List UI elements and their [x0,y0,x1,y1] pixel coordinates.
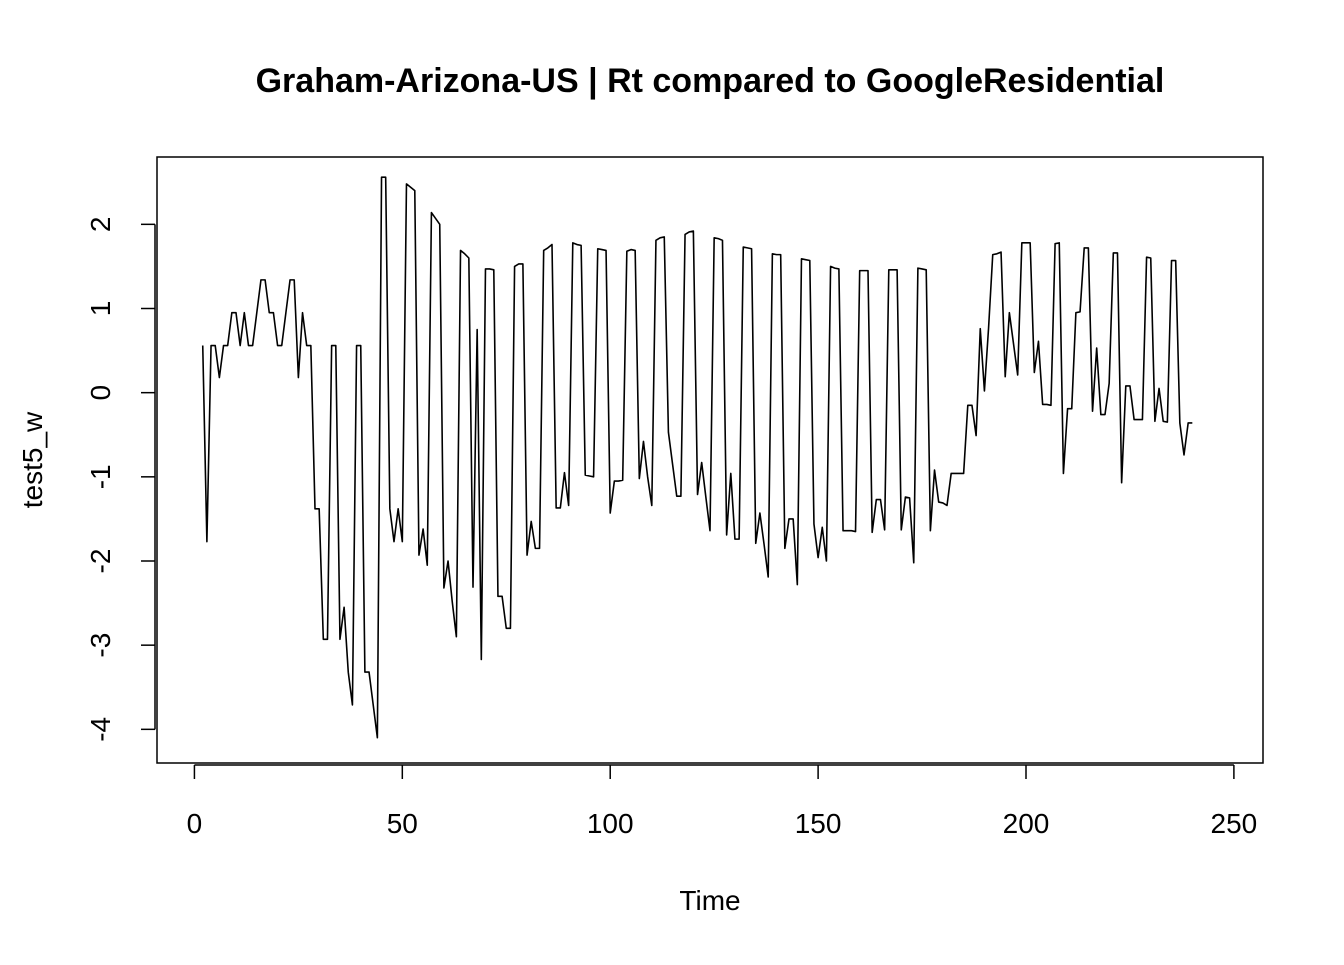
y-tick-label: 2 [85,217,116,233]
series-line [201,176,1193,739]
x-tick-label: 50 [387,808,418,839]
y-axis: -4 -3 -2 -1 0 1 2 [85,217,156,742]
y-axis-label: test5_w [17,411,48,508]
x-tick-label: 150 [795,808,842,839]
y-tick-label: -4 [85,717,116,742]
plot-frame [156,156,1264,764]
y-tick-label: -2 [85,549,116,574]
x-axis-label: Time [679,885,740,916]
y-tick-label: 1 [85,301,116,317]
y-tick-label: -1 [85,464,116,489]
x-tick-label: 200 [1003,808,1050,839]
x-tick-label: 100 [587,808,634,839]
y-tick-label: -3 [85,633,116,658]
series-layer [201,176,1193,739]
x-axis: 0 50 100 150 200 250 [187,764,1258,839]
x-tick-label: 0 [187,808,203,839]
chart-title: Graham-Arizona-US | Rt compared to Googl… [256,62,1165,100]
y-tick-label: 0 [85,385,116,401]
x-tick-label: 250 [1211,808,1258,839]
